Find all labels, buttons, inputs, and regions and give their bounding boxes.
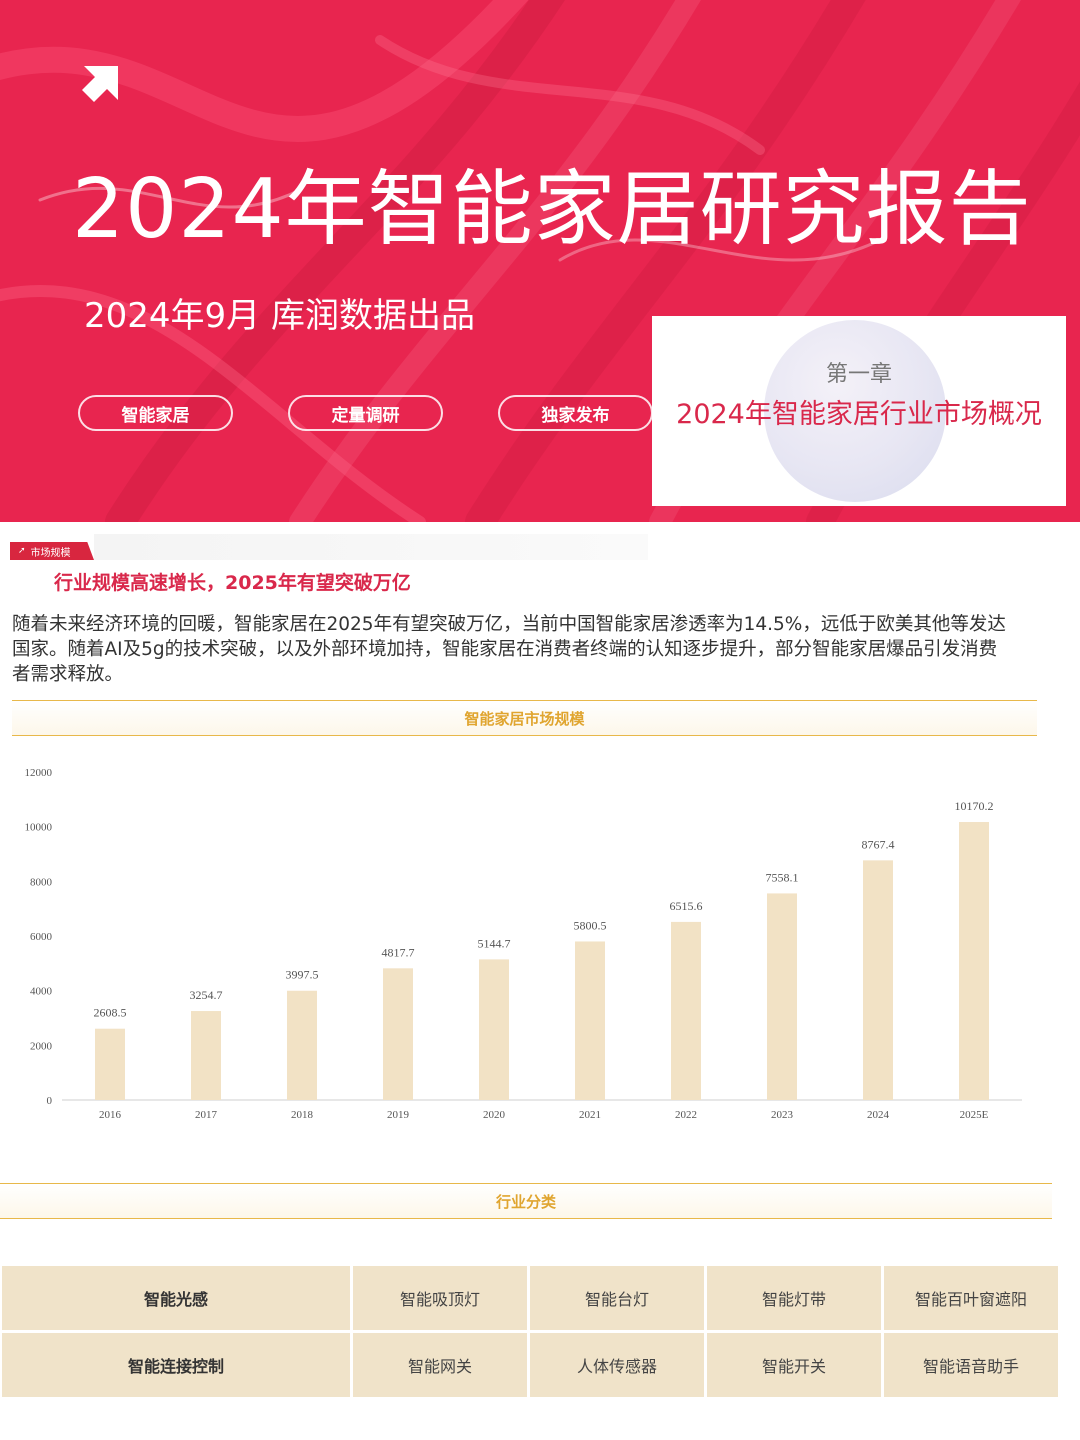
x-tick-label: 2024 <box>867 1109 890 1121</box>
tag-exclusive-release: 独家发布 <box>498 395 653 431</box>
bar-value-label: 6515.6 <box>670 899 703 913</box>
category-title-band: 行业分类 <box>0 1183 1052 1219</box>
x-tick-label: 2023 <box>771 1109 794 1121</box>
bar <box>95 1028 125 1100</box>
x-tick-label: 2020 <box>483 1109 506 1121</box>
arrow-up-right-icon <box>82 66 118 102</box>
category-cell: 人体传感器 <box>530 1333 704 1397</box>
category-cell: 智能百叶窗遮阳 <box>884 1266 1058 1330</box>
y-tick-label: 4000 <box>30 986 53 998</box>
bar <box>383 968 413 1100</box>
chapter-title: 2024年智能家居行业市场概况 <box>676 399 1042 430</box>
arrow-small-icon: ➚ <box>18 546 26 556</box>
category-cell: 智能开关 <box>707 1333 881 1397</box>
bar-value-label: 2608.5 <box>94 1006 127 1020</box>
bar-value-label: 5144.7 <box>478 936 511 950</box>
y-tick-label: 6000 <box>30 931 53 943</box>
bar <box>863 860 893 1100</box>
bar-value-label: 7558.1 <box>766 870 799 884</box>
category-table: 智能光感 智能吸顶灯 智能台灯 智能灯带 智能百叶窗遮阳 智能连接控制 智能网关… <box>2 1266 1058 1400</box>
y-tick-label: 0 <box>47 1095 53 1107</box>
bar <box>671 921 701 1100</box>
section-paragraph: 随着未来经济环境的回暖，智能家居在2025年有望突破万亿，当前中国智能家居渗透率… <box>12 614 1006 685</box>
category-cell: 智能语音助手 <box>884 1333 1058 1397</box>
y-tick-label: 12000 <box>25 767 53 779</box>
chart-title: 智能家居市场规模 <box>464 709 585 728</box>
x-tick-label: 2025E <box>960 1109 989 1121</box>
bar-value-label: 10170.2 <box>955 799 994 813</box>
bar <box>191 1011 221 1100</box>
category-head-connection-control: 智能连接控制 <box>2 1333 350 1397</box>
category-cell: 智能网关 <box>353 1333 527 1397</box>
bar-value-label: 4817.7 <box>382 945 415 959</box>
x-tick-label: 2019 <box>387 1109 410 1121</box>
hero-banner: 2024年智能家居研究报告 2024年9月 库润数据出品 智能家居 定量调研 独… <box>0 0 1080 522</box>
bar-value-label: 3997.5 <box>286 968 319 982</box>
y-tick-label: 2000 <box>30 1040 53 1052</box>
x-tick-label: 2016 <box>99 1109 122 1121</box>
decorative-circle <box>764 320 946 502</box>
report-title: 2024年智能家居研究报告 <box>72 162 1032 257</box>
x-tick-label: 2022 <box>675 1109 697 1121</box>
section-tag: ➚ 市场规模 <box>10 542 94 560</box>
bar <box>959 822 989 1100</box>
bar <box>287 990 317 1100</box>
bar-value-label: 3254.7 <box>190 988 223 1002</box>
tag-smart-home: 智能家居 <box>78 395 233 431</box>
report-subtitle: 2024年9月 库润数据出品 <box>84 296 475 336</box>
market-size-bar-chart: 0 2000 4000 6000 8000 10000 12000 2608.5 2016 325… <box>25 767 1022 1121</box>
tag-quantitative-research: 定量调研 <box>288 395 443 431</box>
bar <box>767 893 797 1100</box>
category-title: 行业分类 <box>495 1192 556 1211</box>
section-header-bar <box>94 534 648 560</box>
bar-value-label: 8767.4 <box>862 837 895 851</box>
chart-title-band: 智能家居市场规模 <box>12 700 1037 736</box>
y-tick-label: 10000 <box>25 822 53 834</box>
bar <box>479 959 509 1100</box>
bar-value-label: 5800.5 <box>574 918 607 932</box>
category-cell: 智能灯带 <box>707 1266 881 1330</box>
category-cell: 智能吸顶灯 <box>353 1266 527 1330</box>
section-tag-label: 市场规模 <box>30 547 71 559</box>
bar <box>575 941 605 1100</box>
x-tick-label: 2018 <box>291 1109 314 1121</box>
y-tick-label: 8000 <box>30 876 53 888</box>
x-tick-label: 2017 <box>195 1109 218 1121</box>
x-tick-label: 2021 <box>579 1109 601 1121</box>
category-cell: 智能台灯 <box>530 1266 704 1330</box>
chapter-card: 第一章 2024年智能家居行业市场概况 <box>652 316 1066 506</box>
category-head-light-sensing: 智能光感 <box>2 1266 350 1330</box>
section-headline: 行业规模高速增长，2025年有望突破万亿 <box>54 572 411 594</box>
chapter-number: 第一章 <box>825 362 892 387</box>
